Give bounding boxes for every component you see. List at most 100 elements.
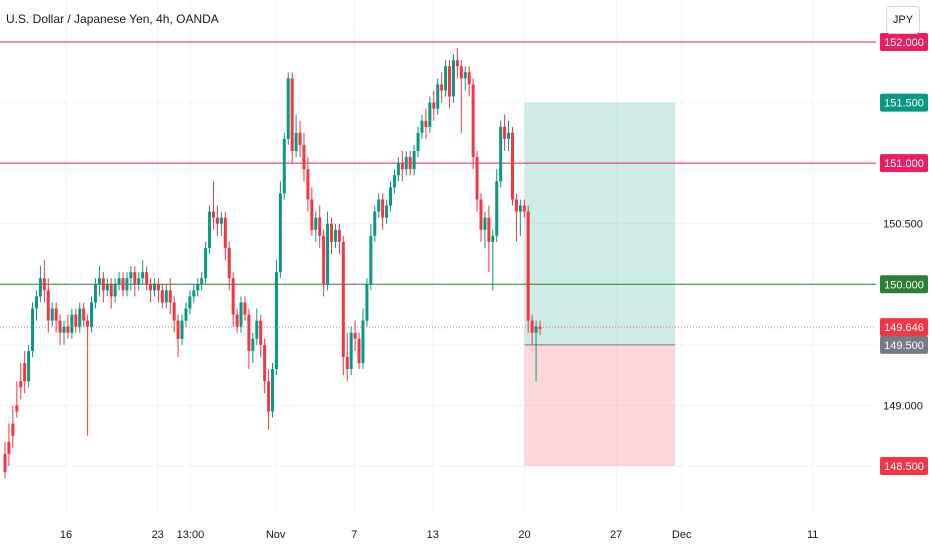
candle [176, 314, 180, 357]
candle-body [231, 278, 235, 315]
candle-body [15, 405, 19, 412]
candle [538, 320, 542, 336]
candle [160, 284, 164, 309]
candle [121, 272, 125, 297]
candle [436, 78, 440, 115]
candle [408, 151, 412, 176]
long-position-tool [524, 102, 676, 466]
candle [23, 350, 27, 394]
position-loss-zone[interactable] [524, 344, 676, 466]
candle [31, 302, 35, 357]
candle [231, 272, 235, 327]
candle [337, 223, 341, 254]
candle [274, 260, 278, 376]
candle-body [499, 126, 503, 182]
candle-body [428, 102, 432, 127]
candle-body [11, 423, 15, 436]
candle [487, 205, 491, 273]
candle [345, 332, 349, 382]
candle-body [31, 308, 35, 351]
candle-body [243, 302, 247, 315]
candle-body [200, 278, 204, 285]
price-tag[interactable]: 149.646 [880, 318, 928, 337]
x-tick-label: 13:00 [177, 529, 205, 541]
candle-body [180, 320, 184, 339]
price-tag[interactable]: 151.500 [880, 93, 928, 112]
candle [369, 223, 373, 291]
candle [518, 199, 522, 236]
candle-body [172, 302, 176, 321]
candle-body [302, 144, 306, 170]
candle [215, 205, 219, 236]
candle-body [58, 320, 62, 333]
candle [38, 266, 42, 303]
candle [223, 211, 227, 261]
candle [286, 72, 290, 145]
candle [503, 114, 507, 152]
candle [314, 211, 318, 242]
candle [97, 266, 101, 297]
candle-body [467, 72, 471, 85]
price-tag[interactable]: 149.500 [880, 335, 928, 354]
candle-body [522, 205, 526, 212]
candle-body [160, 290, 164, 303]
candle [530, 314, 534, 345]
candle [459, 60, 463, 133]
candle [70, 308, 74, 339]
candle [526, 205, 530, 333]
candle [62, 320, 66, 345]
candle [440, 72, 444, 103]
x-tick-label: 27 [610, 529, 622, 541]
candle [156, 278, 160, 303]
candle [196, 278, 200, 297]
price-tag-bg [880, 335, 928, 354]
candle [467, 66, 471, 97]
candle [326, 211, 330, 291]
position-profit-zone[interactable] [524, 102, 676, 345]
candle-body [208, 211, 212, 248]
candle [499, 120, 503, 188]
candle [109, 278, 113, 309]
candle [50, 302, 54, 327]
candle-body [62, 326, 66, 333]
candle-body [518, 205, 522, 212]
candle-body [109, 284, 113, 297]
price-tag[interactable]: 151.000 [880, 154, 928, 173]
candle [208, 205, 212, 254]
price-tag[interactable]: 150.000 [880, 275, 928, 294]
candle-body [479, 199, 483, 230]
price-tag[interactable]: 152.000 [880, 33, 928, 51]
candle-body [137, 278, 141, 285]
candle [219, 211, 223, 236]
candle [302, 132, 306, 182]
x-tick-label: 11 [807, 529, 818, 541]
candle-body [333, 229, 337, 242]
candle [432, 90, 436, 121]
price-tag[interactable]: 148.500 [880, 457, 928, 475]
candle-body [455, 60, 459, 67]
candle [78, 302, 82, 333]
candle-body [235, 314, 239, 327]
candle [86, 314, 90, 436]
price-tag-label: 149.646 [884, 322, 924, 334]
candle-body [514, 199, 518, 212]
candle [101, 272, 105, 303]
candle [137, 272, 141, 291]
price-tag-label: 151.500 [884, 98, 924, 110]
candle-body [341, 241, 345, 357]
candle [27, 344, 31, 388]
candle [322, 229, 326, 297]
candle [66, 314, 70, 339]
currency-selector[interactable]: JPY [886, 6, 920, 34]
candle-body [121, 278, 125, 291]
candle-body [164, 290, 168, 303]
candle-body [495, 181, 499, 236]
candle [463, 66, 467, 91]
candle [396, 157, 400, 182]
candle-body [129, 272, 133, 279]
candle [392, 169, 396, 194]
candle [298, 120, 302, 158]
candle-body [204, 247, 208, 279]
